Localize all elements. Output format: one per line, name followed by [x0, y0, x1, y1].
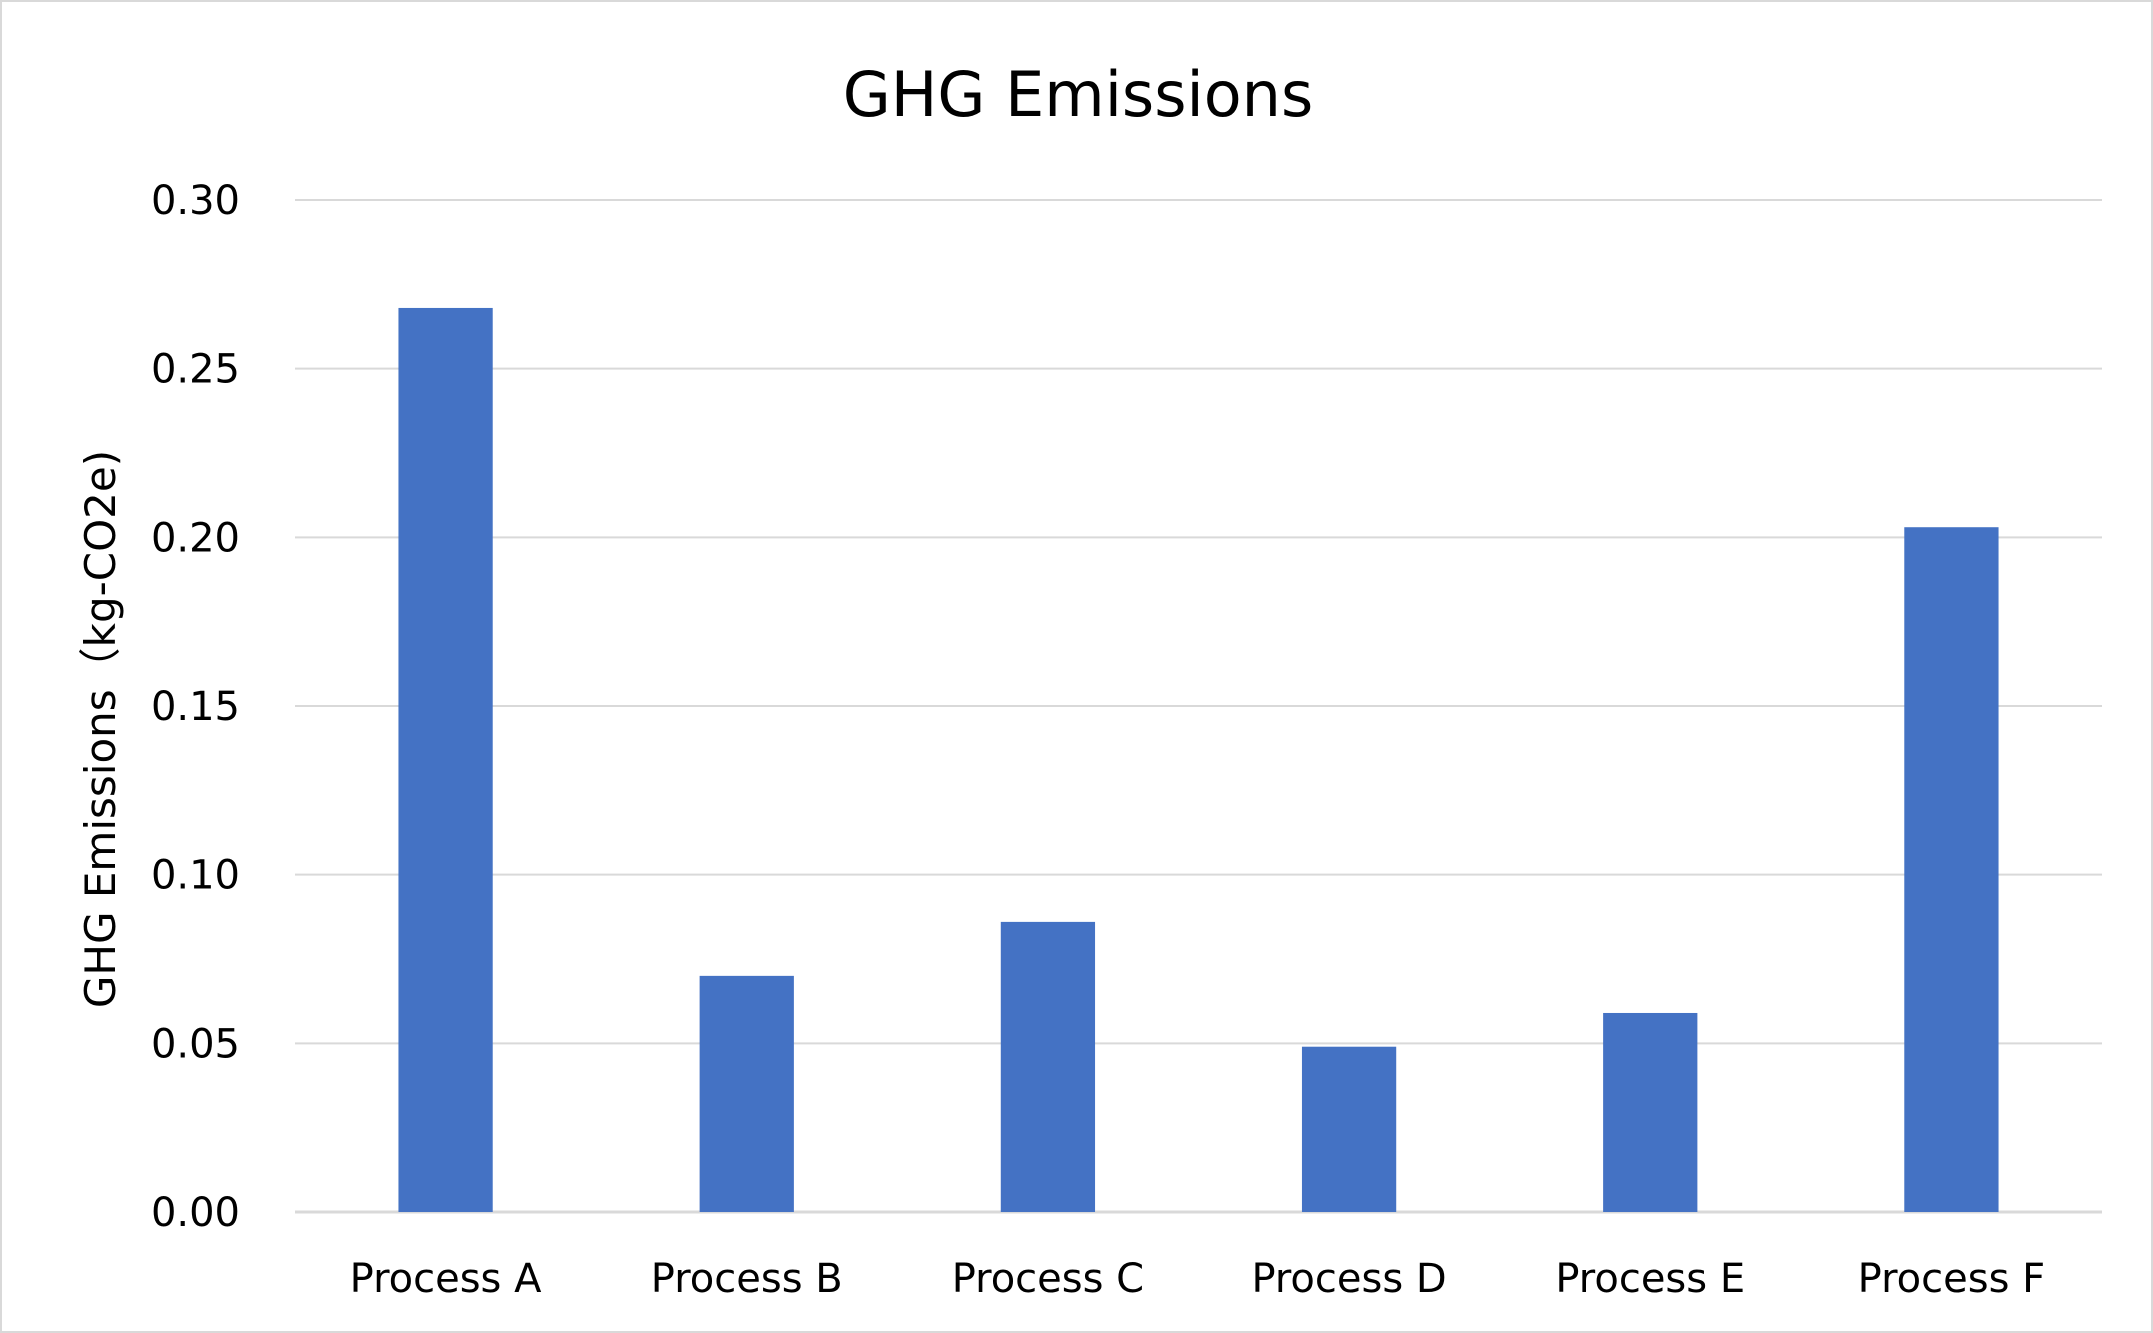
y-tick-label: 0.25: [151, 347, 240, 393]
y-tick-label: 0.10: [151, 853, 240, 899]
y-tick-label: 0.30: [151, 178, 240, 224]
y-tick-label: 0.05: [151, 1021, 240, 1067]
gridlines: [295, 199, 2102, 1214]
bar-process-f: [1904, 527, 1999, 1212]
y-tick-label: 0.20: [151, 515, 240, 561]
x-tick-label: Process E: [1555, 1256, 1745, 1302]
bar-process-d: [1301, 1046, 1397, 1212]
y-tick-label: 0.00: [151, 1190, 240, 1236]
bar-process-e: [1603, 1012, 1698, 1212]
bar-process-b: [699, 975, 794, 1212]
x-tick-label: Process F: [1858, 1256, 2045, 1302]
bars: [398, 307, 1999, 1212]
x-tick-label: Process C: [952, 1256, 1144, 1302]
x-tick-label: Process B: [651, 1256, 843, 1302]
x-tick-label: Process A: [350, 1256, 542, 1302]
chart-title: GHG Emissions: [843, 58, 1314, 131]
y-tick-label: 0.15: [151, 684, 240, 730]
bar-process-c: [1000, 921, 1096, 1212]
y-axis-tick-labels: 0.00 0.05 0.10 0.15 0.20 0.25 0.30: [151, 178, 240, 1236]
x-tick-label: Process D: [1251, 1256, 1446, 1302]
y-axis-title: GHG Emissions（kg-CO2e): [76, 450, 125, 1008]
x-axis-tick-labels: Process A Process B Process C Process D Proc…: [350, 1256, 2045, 1302]
bar-process-a: [398, 307, 493, 1212]
